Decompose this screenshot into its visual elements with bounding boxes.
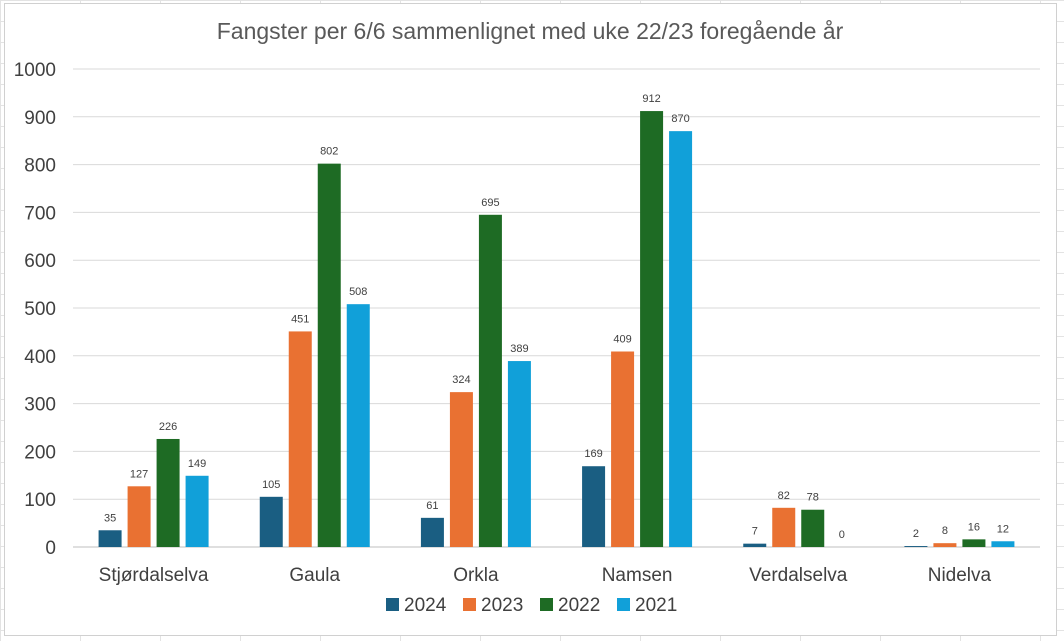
bar-2022-4[interactable] xyxy=(801,509,825,547)
data-label: 2 xyxy=(913,528,919,540)
data-label: 451 xyxy=(291,313,309,325)
data-label: 16 xyxy=(968,521,980,533)
data-label: 8 xyxy=(942,525,948,537)
bar-2022-2[interactable] xyxy=(478,214,502,548)
y-tick-label: 700 xyxy=(24,203,56,224)
data-label: 695 xyxy=(481,197,499,209)
bar-2021-3[interactable] xyxy=(669,131,693,547)
legend: 2024 2023 2022 2021 xyxy=(386,595,677,616)
bar-2023-1[interactable] xyxy=(288,331,312,547)
bar-2024-1[interactable] xyxy=(259,496,283,547)
bar-2024-0[interactable] xyxy=(98,530,122,547)
bar-2022-5[interactable] xyxy=(962,539,986,547)
x-tick-label: Gaula xyxy=(289,565,340,586)
data-label: 105 xyxy=(262,479,280,491)
bar-2024-2[interactable] xyxy=(420,517,444,547)
bar-2021-2[interactable] xyxy=(507,361,531,547)
chart-title: Fangster per 6/6 sammenlignet med uke 22… xyxy=(217,18,844,44)
data-label: 802 xyxy=(320,146,338,158)
data-label: 169 xyxy=(584,448,602,460)
data-labels: 3512722614910545180250861324695389169409… xyxy=(104,93,1009,541)
bar-2024-5[interactable] xyxy=(904,546,928,547)
bar-2022-1[interactable] xyxy=(317,163,341,548)
data-label: 35 xyxy=(104,512,116,524)
x-tick-label: Verdalselva xyxy=(749,565,848,586)
bar-2022-0[interactable] xyxy=(156,438,180,547)
data-label: 912 xyxy=(642,93,660,105)
legend-swatch-2023 xyxy=(463,598,476,611)
legend-label[interactable]: 2024 xyxy=(404,595,447,616)
x-tick-label: Nidelva xyxy=(928,565,992,586)
y-tick-label: 300 xyxy=(24,395,56,416)
y-tick-label: 100 xyxy=(24,490,56,511)
bar-2023-5[interactable] xyxy=(933,543,957,547)
bar-2023-3[interactable] xyxy=(611,351,635,547)
data-label: 508 xyxy=(349,286,367,298)
x-tick-label: Stjørdalselva xyxy=(99,565,209,586)
bar-2021-1[interactable] xyxy=(346,304,370,547)
data-label: 7 xyxy=(752,526,758,538)
bar-2021-0[interactable] xyxy=(185,475,209,547)
bar-2023-2[interactable] xyxy=(449,392,473,547)
gridlines xyxy=(73,68,1040,548)
bar-2023-4[interactable] xyxy=(772,507,796,547)
legend-swatch-2021 xyxy=(617,598,630,611)
y-tick-label: 600 xyxy=(24,251,56,272)
data-label: 82 xyxy=(778,490,790,502)
bar-2024-3[interactable] xyxy=(582,466,606,547)
data-label: 409 xyxy=(613,333,631,345)
y-tick-label: 200 xyxy=(24,442,56,463)
y-tick-label: 500 xyxy=(24,299,56,320)
bar-2024-4[interactable] xyxy=(743,543,767,547)
x-tick-label: Namsen xyxy=(602,565,673,586)
x-tick-label: Orkla xyxy=(453,565,499,586)
y-tick-label: 1000 xyxy=(14,60,56,81)
data-label: 61 xyxy=(426,500,438,512)
bars xyxy=(98,111,1015,548)
data-label: 78 xyxy=(807,492,819,504)
data-label: 12 xyxy=(997,523,1009,535)
data-label: 149 xyxy=(188,458,206,470)
legend-swatch-2024 xyxy=(386,598,399,611)
legend-label[interactable]: 2021 xyxy=(635,595,677,616)
y-tick-label: 900 xyxy=(24,108,56,129)
x-axis-ticks: Stjørdalselva Gaula Orkla Namsen Verdalselva… xyxy=(99,565,992,586)
data-label: 226 xyxy=(159,421,177,433)
data-label: 0 xyxy=(839,529,845,541)
legend-label[interactable]: 2022 xyxy=(558,595,600,616)
y-tick-label: 800 xyxy=(24,156,56,177)
y-tick-label: 0 xyxy=(45,538,56,559)
y-axis-ticks: 0 100 200 300 400 500 600 700 800 900 1000 xyxy=(14,60,56,559)
data-label: 127 xyxy=(130,468,148,480)
legend-swatch-2022 xyxy=(540,598,553,611)
data-label: 389 xyxy=(510,343,528,355)
y-tick-label: 400 xyxy=(24,347,56,368)
bar-2022-3[interactable] xyxy=(640,111,664,548)
data-label: 870 xyxy=(671,113,689,125)
bar-2023-0[interactable] xyxy=(127,486,151,547)
legend-label[interactable]: 2023 xyxy=(481,595,523,616)
bar-2021-5[interactable] xyxy=(991,541,1015,547)
data-label: 324 xyxy=(452,374,470,386)
